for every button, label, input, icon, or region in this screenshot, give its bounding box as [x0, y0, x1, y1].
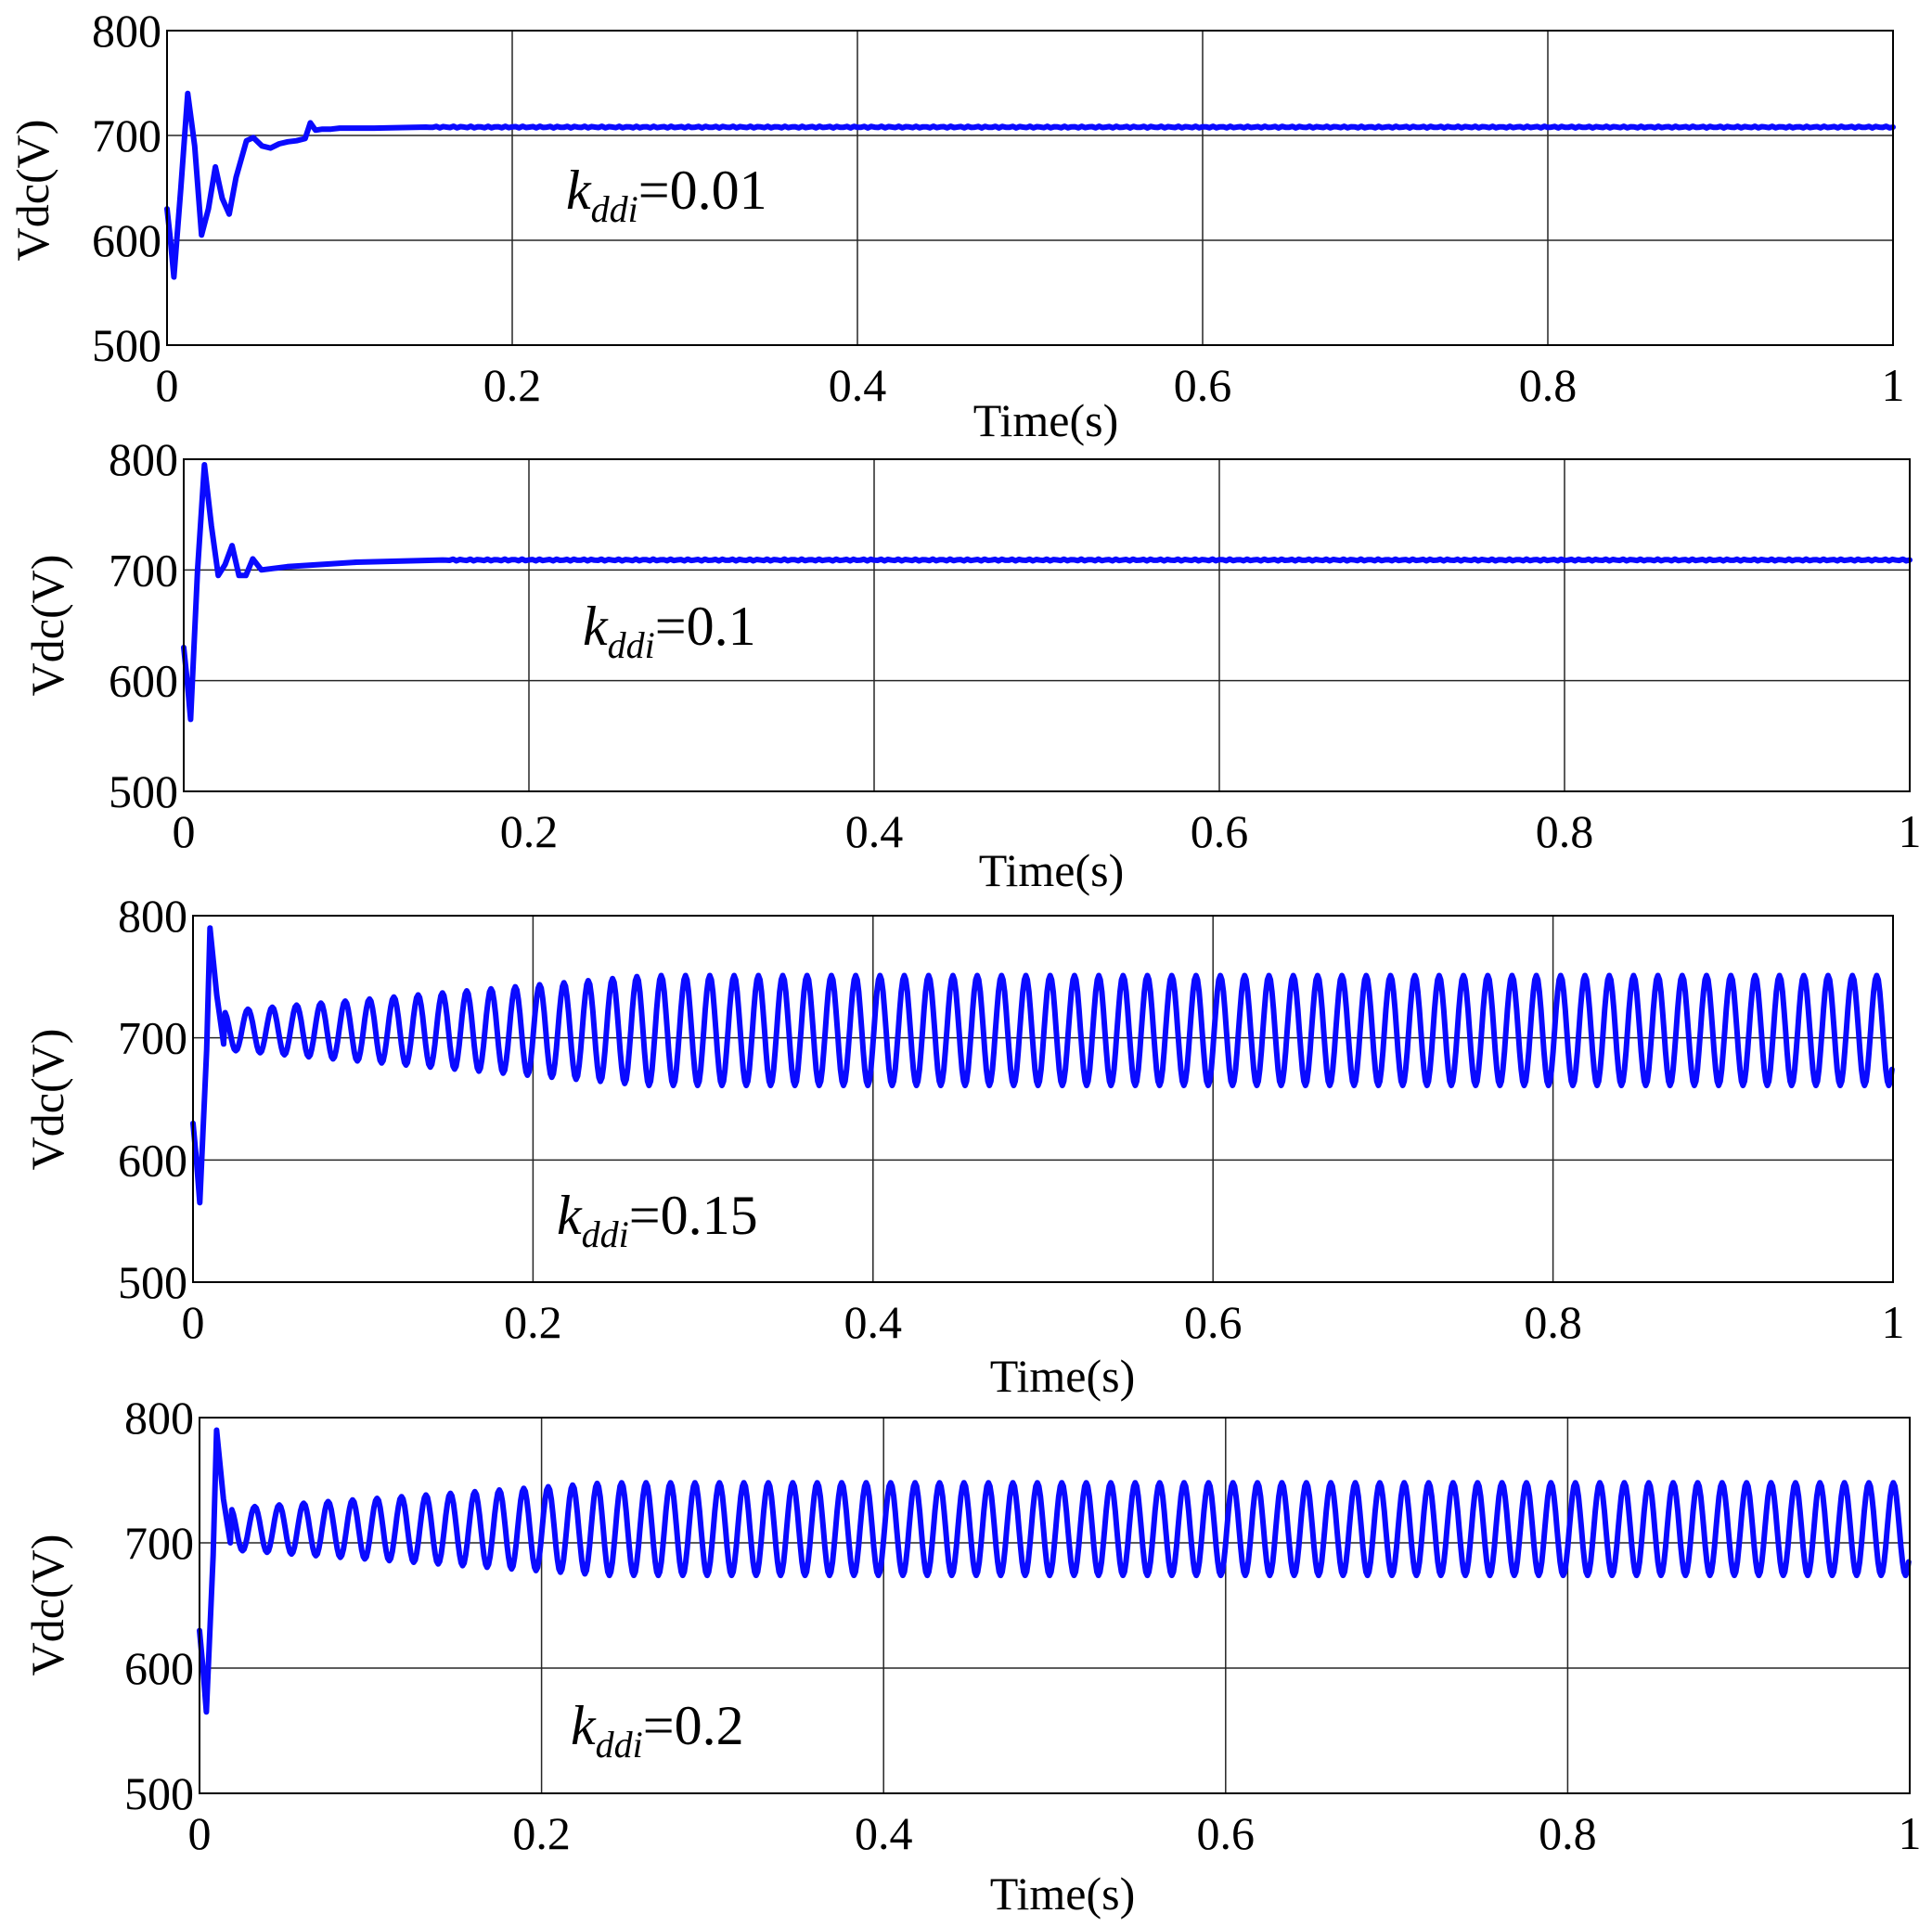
x-tick-label: 0.2: [500, 805, 559, 857]
x-tick-label: 0.6: [1197, 1807, 1256, 1859]
x-tick-label: 1: [1882, 359, 1905, 411]
vdc-series-line: [197, 1427, 1912, 1715]
x-tick-label: 0.4: [855, 1807, 913, 1859]
x-tick-label: 0: [188, 1807, 212, 1859]
x-tick-label: 0.4: [829, 359, 887, 411]
x-tick-label: 0: [156, 359, 179, 411]
x-axis-label: Time(s): [990, 1868, 1136, 1920]
y-tick-label: 500: [124, 1767, 194, 1819]
kddi-annotation: kddi=0.2: [571, 1695, 744, 1766]
vdc-series-line: [190, 925, 1895, 1206]
x-tick-label: 0.2: [512, 1807, 571, 1859]
y-tick-label: 700: [92, 109, 161, 161]
x-tick-label: 0.6: [1184, 1296, 1243, 1348]
chart-panel-1: 0 0.2 0.4 0.6 0.8 1 500 600 700 800 Time(s) Vdc(V) k…: [6, 5, 1905, 446]
y-tick-label: 500: [118, 1256, 187, 1308]
y-tick-label: 600: [118, 1134, 187, 1186]
y-axis-label: Vdc(V): [21, 555, 73, 697]
kddi-annotation: kddi=0.1: [583, 596, 756, 666]
kddi-annotation: kddi=0.15: [557, 1185, 758, 1255]
vdc-series-line: [181, 462, 1913, 723]
x-tick-label: 0: [182, 1296, 205, 1348]
plot-frame: [183, 458, 1911, 792]
y-tick-label: 800: [109, 433, 178, 485]
y-tick-label: 700: [109, 544, 178, 596]
plot-frame: [192, 915, 1894, 1283]
x-tick-label: 0.2: [504, 1296, 562, 1348]
x-tick-label: 0.8: [1519, 359, 1578, 411]
x-tick-label: 0.8: [1524, 1296, 1582, 1348]
y-axis-label: Vdc(V): [6, 120, 58, 262]
plot-frame: [199, 1417, 1911, 1794]
chart-panel-3: 0 0.2 0.4 0.6 0.8 1 500 600 700 800 Time(s) Vdc(V) k…: [21, 890, 1905, 1402]
x-axis-label: Time(s): [990, 1350, 1136, 1402]
y-tick-label: 800: [92, 5, 161, 57]
x-tick-label: 0.4: [845, 805, 904, 857]
x-axis-label: Time(s): [973, 394, 1119, 446]
x-axis-label: Time(s): [979, 844, 1125, 896]
x-tick-label: 0.8: [1539, 1807, 1597, 1859]
x-tick-label: 0.8: [1536, 805, 1594, 857]
x-tick-label: 1: [1899, 805, 1922, 857]
y-tick-label: 600: [124, 1642, 194, 1694]
y-tick-label: 700: [118, 1012, 187, 1064]
y-tick-label: 600: [109, 655, 178, 707]
chart-panel-4: 0 0.2 0.4 0.6 0.8 1 500 600 700 800 Time(s) Vdc(V) k…: [21, 1392, 1922, 1920]
x-tick-label: 1: [1899, 1807, 1922, 1859]
kddi-annotation: kddi=0.01: [566, 160, 767, 230]
y-tick-label: 800: [118, 890, 187, 942]
y-tick-label: 500: [92, 319, 161, 371]
y-axis-label: Vdc(V): [21, 1029, 73, 1171]
y-tick-label: 800: [124, 1392, 194, 1444]
x-tick-label: 1: [1882, 1296, 1905, 1348]
x-tick-label: 0.6: [1191, 805, 1249, 857]
y-tick-label: 700: [124, 1517, 194, 1569]
y-tick-label: 600: [92, 214, 161, 266]
plot-frame: [166, 30, 1894, 346]
chart-panel-2: 0 0.2 0.4 0.6 0.8 1 500 600 700 800 Time(s) Vdc(V) k…: [21, 433, 1922, 896]
vdc-series-line: [164, 90, 1896, 280]
x-tick-label: 0: [173, 805, 196, 857]
y-tick-label: 500: [109, 765, 178, 817]
y-axis-label: Vdc(V): [21, 1534, 73, 1676]
x-tick-label: 0.6: [1174, 359, 1232, 411]
x-tick-label: 0.2: [483, 359, 542, 411]
x-tick-label: 0.4: [844, 1296, 903, 1348]
